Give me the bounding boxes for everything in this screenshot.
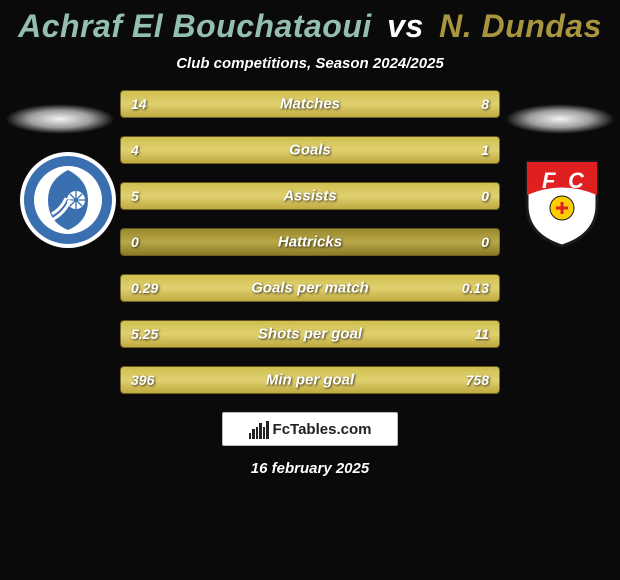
bar-fill-left <box>121 321 243 347</box>
fctables-logo-icon <box>249 419 269 439</box>
bar-fill-left <box>121 183 499 209</box>
stat-row: 0 0Hattricks <box>120 228 500 256</box>
club-crest-left <box>18 150 118 250</box>
page-title: Achraf El Bouchataoui vs N. Dundas <box>0 0 620 45</box>
bar-fill-left <box>121 137 423 163</box>
stat-value-left: 0 <box>131 234 139 250</box>
branding-text: FcTables.com <box>273 421 372 438</box>
stat-bars: 148Matches 41Goals 50Assists 0 0Hattricks 0.2… <box>120 90 500 394</box>
stat-label: Hattricks <box>121 234 499 251</box>
stat-row: 5.2511Shots per goal <box>120 320 500 348</box>
bar-fill-left <box>121 367 251 393</box>
svg-text:C: C <box>568 168 585 193</box>
spotlight-left <box>5 104 115 134</box>
utrecht-crest-icon: F C <box>512 150 612 250</box>
comparison-area: F C 148Matches 41Goals 50Assists 0 0Hattrick… <box>0 90 620 394</box>
bar-fill-right <box>382 275 499 301</box>
spotlight-right <box>505 104 615 134</box>
stat-row: 41Goals <box>120 136 500 164</box>
bar-fill-left <box>121 275 382 301</box>
club-crest-right: F C <box>512 150 612 250</box>
date-label: 16 february 2025 <box>0 460 620 477</box>
bar-fill-right <box>361 91 499 117</box>
stat-row: 50Assists <box>120 182 500 210</box>
stat-row: 396758Min per goal <box>120 366 500 394</box>
eindhoven-crest-icon <box>18 150 118 250</box>
bar-fill-right <box>423 137 499 163</box>
bar-fill-right <box>251 367 499 393</box>
player1-name: Achraf El Bouchataoui <box>18 8 372 44</box>
bar-fill-right <box>243 321 499 347</box>
player2-name: N. Dundas <box>439 8 602 44</box>
stat-row: 0.290.13Goals per match <box>120 274 500 302</box>
stat-row: 148Matches <box>120 90 500 118</box>
svg-text:F: F <box>542 168 556 193</box>
subtitle: Club competitions, Season 2024/2025 <box>0 55 620 72</box>
branding-badge: FcTables.com <box>222 412 398 446</box>
vs-separator: vs <box>387 8 424 44</box>
bar-fill-left <box>121 91 361 117</box>
stat-value-right: 0 <box>481 234 489 250</box>
